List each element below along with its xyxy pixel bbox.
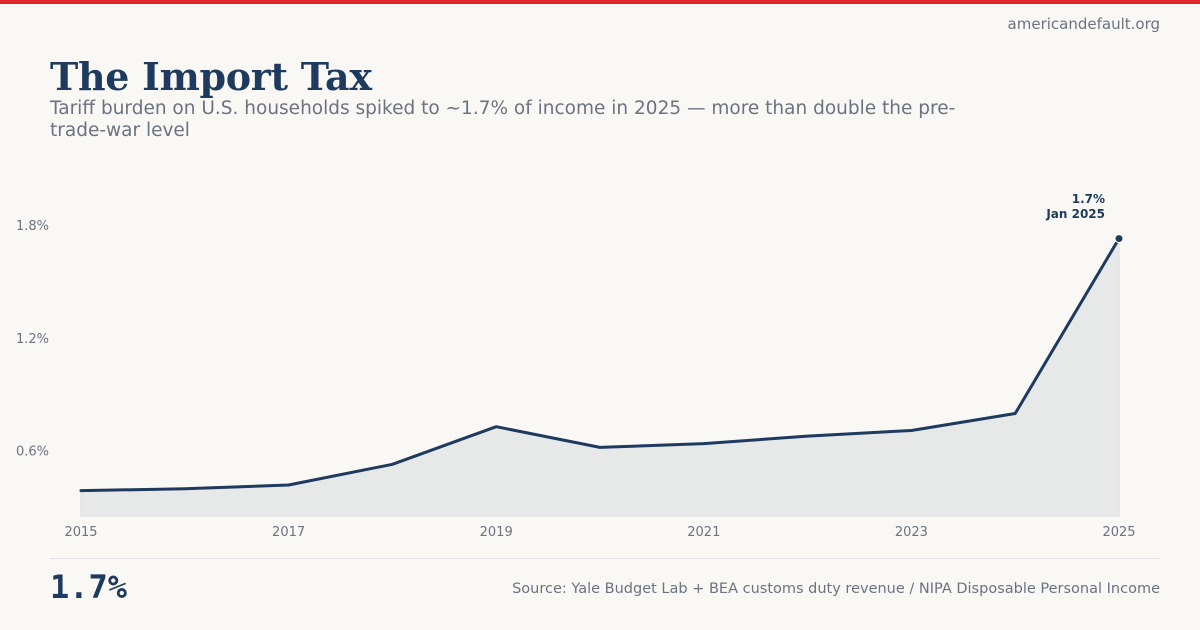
footer-divider: [50, 558, 1160, 559]
source-note: Source: Yale Budget Lab + BEA customs du…: [512, 581, 1160, 597]
y-tick-label: 1.2%: [16, 332, 49, 347]
x-tick-label: 2019: [480, 525, 513, 540]
series-line: [79, 237, 1121, 493]
x-axis: 2015 2017 2019 2021 2023 2025: [64, 525, 1135, 540]
area-layer: [80, 238, 1120, 517]
line-layer: [79, 237, 1121, 493]
x-tick-label: 2017: [272, 525, 305, 540]
y-axis: 0.6% 1.2% 1.8%: [16, 219, 49, 460]
accent-bar: [0, 0, 1200, 4]
endpoint-marker: [1114, 234, 1124, 244]
area-fill: [81, 238, 1119, 517]
x-tick-label: 2025: [1102, 525, 1135, 540]
headline-stat: 1.7%: [50, 568, 128, 606]
y-tick-label: 0.6%: [16, 445, 49, 460]
annotation-layer: 1.7%Jan 2025: [1045, 192, 1124, 244]
x-tick-label: 2015: [64, 525, 97, 540]
x-tick-label: 2021: [687, 525, 720, 540]
chart-title: The Import Tax: [50, 54, 372, 99]
site-name: americandefault.org: [1007, 15, 1160, 33]
y-tick-label: 1.8%: [16, 219, 49, 234]
annotation-date: Jan 2025: [1045, 207, 1105, 221]
chart-subtitle: Tariff burden on U.S. households spiked …: [50, 98, 956, 141]
x-tick-label: 2023: [895, 525, 928, 540]
annotation-value: 1.7%: [1072, 192, 1105, 206]
